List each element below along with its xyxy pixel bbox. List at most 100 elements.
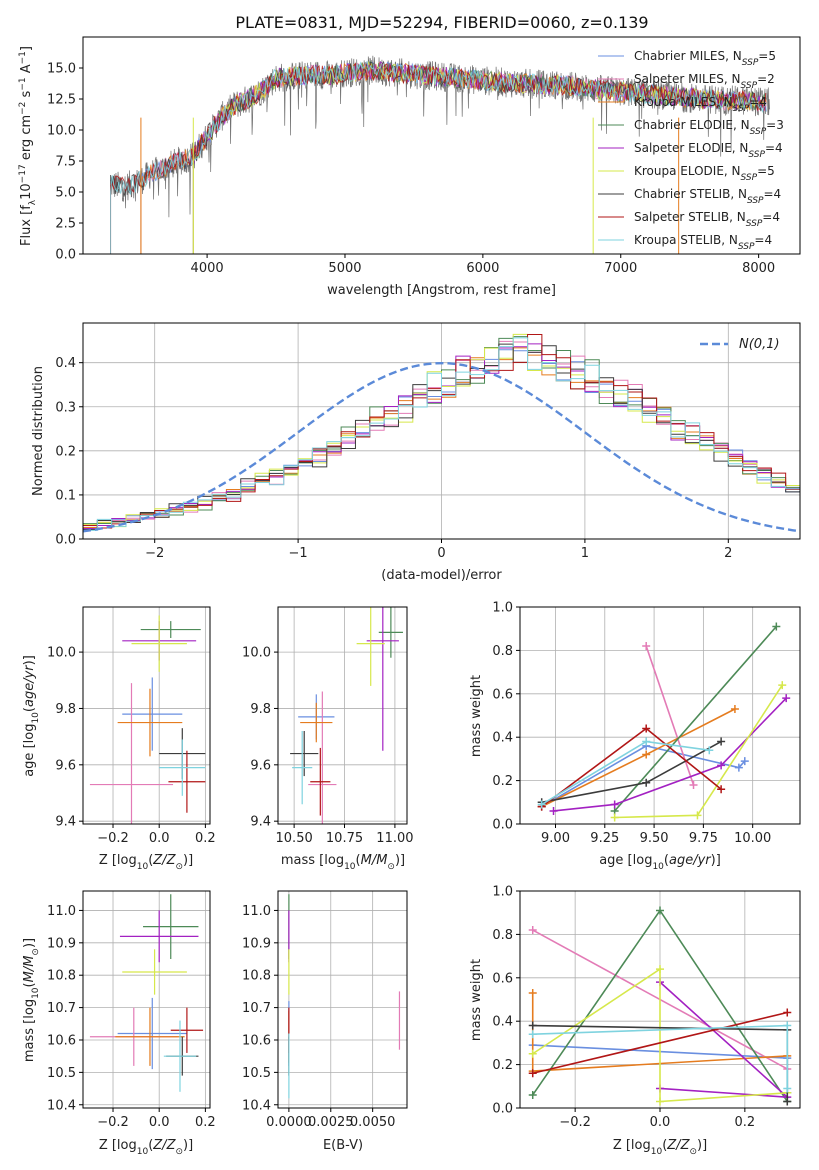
legend-text: Salpeter STELIB, N [634, 210, 746, 224]
series-line-kroupa-miles [541, 708, 736, 808]
series-marker [717, 785, 726, 794]
x-tick-label: −1 [289, 546, 308, 561]
series-line-kroupa-elodie [614, 684, 783, 819]
legend-text: =4 [749, 95, 767, 109]
label-part: ( [356, 853, 361, 868]
series-group [537, 622, 791, 822]
y-tick-label: 10.4 [47, 1098, 76, 1113]
label-part: age [log [599, 853, 652, 868]
x-tick-label: 0.0 [149, 1115, 170, 1130]
series-line-salpeter-miles [645, 645, 695, 786]
errorbar-group [288, 894, 401, 1099]
y-tick-label: 10.5 [242, 1066, 271, 1081]
y-tick-label: 10.6 [47, 1033, 76, 1048]
label-part: Z [log [99, 853, 137, 868]
y-tick-label: 9.4 [55, 815, 76, 830]
y-tick-label: 0.0 [55, 533, 76, 548]
legend-label: N(0,1) [739, 337, 780, 352]
legend-label: Chabrier MILES, NSSP=5 [634, 49, 776, 68]
legend-label: Kroupa ELODIE, NSSP=5 [634, 164, 775, 183]
label-part: )] [22, 938, 37, 948]
series-marker [610, 800, 619, 809]
series-marker [689, 780, 698, 789]
series-marker [705, 746, 714, 755]
label-part: Z/Z [152, 1138, 176, 1153]
y-tick-label: 0.0 [55, 248, 76, 263]
x-axis-label: mass [log10(M/M⊙)] [281, 853, 405, 872]
age-vs-z-panel: −0.2 0.0 0.29.49.69.810.0Z [log10(Z/Z⊙)]ag… [22, 606, 216, 872]
y-tick-label: 2.5 [55, 217, 76, 232]
legend-sub: SSP [738, 242, 755, 252]
x-tick-label: 0.0 [149, 831, 170, 846]
x-tick-label: 0.2 [735, 1115, 756, 1130]
legend-text: Kroupa ELODIE, N [634, 164, 741, 178]
y-axis-label: mass weight [469, 675, 484, 757]
x-tick-label: 9.75 [689, 831, 718, 846]
x-tick-label: 9.00 [541, 831, 570, 846]
y-tick-label: 10.0 [47, 124, 76, 139]
x-tick-label: −0.2 [559, 1115, 591, 1130]
y-tick-label: 0.4 [492, 1015, 513, 1030]
age-vs-mass-panel: 10.50 10.75 11.00 9.4 9.6 9.8 10.0 mass [log10(… [242, 606, 414, 872]
legend-label: Salpeter MILES, NSSP=2 [634, 72, 775, 91]
axes-frame [82, 890, 211, 1109]
y-tick-label: 10.8 [242, 969, 271, 984]
label-part: 10 [137, 1147, 149, 1157]
label-part: )] [183, 1138, 193, 1153]
x-tick-label: 4000 [191, 261, 224, 276]
label-part: 10 [652, 862, 664, 872]
series-marker [549, 806, 558, 815]
x-axis-label: (data-model)/error [381, 568, 502, 583]
legend-text: =4 [764, 187, 782, 201]
histogram-series [83, 333, 800, 533]
x-tick-label: −0.2 [97, 831, 129, 846]
label-part: ( [148, 1138, 153, 1153]
x-tick-label: 11.00 [376, 831, 413, 846]
label-part: age [log [22, 724, 37, 777]
x-axis-label: wavelength [Angstrom, rest frame] [327, 283, 556, 298]
y-tick-label: 0.0 [492, 1102, 513, 1117]
y-tick-label: 0.4 [55, 356, 76, 371]
y-tick-label: 9.4 [250, 815, 271, 830]
series-marker [740, 757, 749, 766]
legend-text: =4 [762, 210, 780, 224]
series-marker [783, 1008, 792, 1017]
series-marker [656, 1097, 664, 1106]
x-tick-label: 1 [581, 546, 589, 561]
legend-text: Chabrier MILES, N [634, 49, 742, 63]
x-tick-label: 10.50 [276, 831, 313, 846]
x-axis-label: Z [log10(Z/Z⊙)] [99, 853, 193, 872]
errorbar-group [290, 607, 403, 824]
series-marker [693, 811, 702, 820]
legend-text: Kroupa STELIB, N [634, 233, 738, 247]
series-marker [778, 681, 787, 690]
label-part: age/yr [669, 853, 712, 868]
label-part: ] [19, 46, 34, 51]
x-tick-label: 0.0025 [308, 1115, 354, 1130]
label-part: ⊙ [175, 1147, 183, 1157]
x-tick-label: −0.2 [97, 1115, 129, 1130]
legend-text: =4 [765, 141, 783, 155]
residual-panel: −2 −1 0 1 2 0.0 0.1 0.2 0.3 0.4 N(0,1) (data-model)… [31, 322, 801, 583]
series-marker [783, 1097, 792, 1106]
series-marker [782, 694, 791, 703]
legend-sub: SSP [748, 150, 765, 160]
y-tick-label: 12.5 [47, 93, 76, 108]
spectrum-panel: 4000 5000 6000 7000 8000 0.0 2.5 5.0 7.5 10.0 12.5… [18, 36, 801, 298]
axes-frame [82, 322, 801, 540]
series-marker [642, 642, 651, 651]
legend-sub: SSP [747, 196, 764, 206]
x-tick-label: 9.50 [640, 831, 669, 846]
label-part: 10 [31, 987, 41, 999]
y-tick-label: 0.8 [492, 928, 513, 943]
label-part: Z/Z [666, 1138, 690, 1153]
legend-text: =3 [766, 118, 784, 132]
label-part: −2 [18, 102, 28, 115]
series-marker [717, 761, 726, 770]
legend-label: Kroupa MILES, NSSP=4 [634, 95, 767, 114]
y-tick-label: 10.7 [242, 1001, 271, 1016]
x-axis-label: age [log10(age/yr)] [599, 853, 721, 872]
series-marker [783, 1021, 792, 1030]
legend-label: Chabrier ELODIE, NSSP=3 [634, 118, 784, 137]
x-tick-label: 0.2 [195, 1115, 216, 1130]
